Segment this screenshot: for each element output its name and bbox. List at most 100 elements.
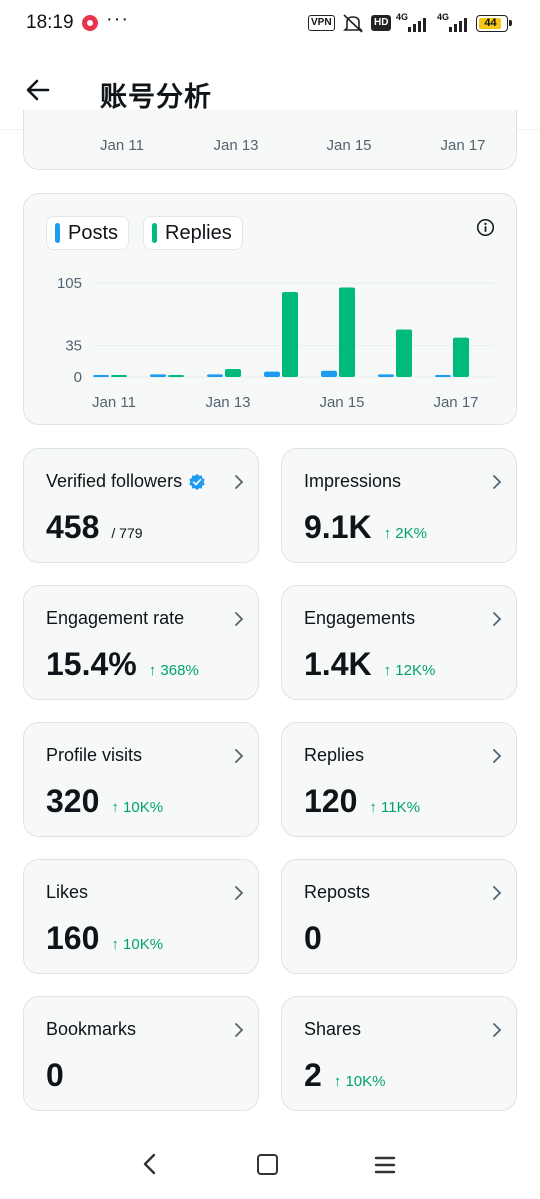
nav-back-icon[interactable]: [140, 1152, 160, 1176]
stat-value: 0: [304, 920, 322, 957]
impressions-chart-card[interactable]: Jan 11 Jan 13 Jan 15 Jan 17: [23, 110, 517, 170]
page-title: 账号分析: [100, 82, 212, 112]
chevron-right-icon: [493, 475, 502, 489]
x-tick-label: Jan 15: [326, 137, 372, 154]
stat-value: 120 ↑ 11K%: [304, 783, 420, 820]
signal-strength-icon: 4G: [396, 12, 426, 34]
stat-card-impressions[interactable]: Impressions 9.1K ↑ 2K%: [281, 448, 517, 563]
bar-replies: [225, 368, 241, 377]
stat-label: Replies: [304, 745, 365, 765]
stat-value-number: 458: [46, 509, 100, 545]
stat-label: Likes: [46, 882, 89, 902]
bar-replies: [453, 337, 469, 377]
posts-replies-bar-chart: 0 35 105 Jan 11 Jan 13 Jan 15 Jan 17: [57, 275, 494, 411]
vpn-icon: VPN: [308, 15, 335, 31]
legend-replies[interactable]: Replies: [143, 216, 243, 250]
stat-card-engagements[interactable]: Engagements 1.4K ↑ 12K%: [281, 585, 517, 700]
chevron-right-icon: [235, 612, 244, 626]
chevron-right-icon: [235, 749, 244, 763]
legend-posts[interactable]: Posts: [46, 216, 130, 250]
status-bar: 18:19 ··· VPN HD 4G 4G 44: [0, 0, 540, 48]
stat-label: Engagements: [304, 608, 416, 628]
stat-label: Verified followers: [46, 471, 206, 492]
bar-posts: [378, 374, 394, 377]
stat-value: 0: [46, 1057, 64, 1094]
x-tick-label: Jan 15: [319, 394, 364, 411]
more-notifications-icon: ···: [106, 8, 129, 30]
network-type-label-2: 4G: [437, 12, 450, 22]
bar-posts: [207, 374, 223, 377]
nav-menu-icon[interactable]: [374, 1155, 396, 1175]
bar-posts: [93, 375, 109, 377]
stat-label: Profile visits: [46, 745, 143, 765]
bar-posts: [150, 374, 166, 377]
notification-app-icon: [82, 15, 98, 31]
chevron-right-icon: [493, 749, 502, 763]
stat-value-number: 9.1K: [304, 509, 372, 545]
stat-value-number: 15.4%: [46, 646, 137, 682]
stat-total: / 779: [111, 525, 143, 541]
stat-label: Engagement rate: [46, 608, 185, 628]
stat-value-number: 2: [304, 1057, 322, 1093]
bar-replies: [282, 291, 298, 377]
stat-value: 2 ↑ 10K%: [304, 1057, 386, 1094]
stat-change: ↑ 10K%: [111, 936, 164, 953]
x-tick-label: Jan 17: [433, 394, 478, 411]
bar-replies: [396, 329, 412, 377]
stat-value: 15.4% ↑ 368%: [46, 646, 199, 683]
bar-posts: [321, 370, 337, 377]
stat-label-text: Verified followers: [46, 471, 183, 491]
stat-value-number: 0: [46, 1057, 64, 1093]
stat-value-number: 1.4K: [304, 646, 372, 682]
verified-badge-icon: [189, 473, 205, 490]
bar-replies: [339, 287, 355, 377]
stat-value: 320 ↑ 10K%: [46, 783, 163, 820]
stat-label: Reposts: [304, 882, 371, 902]
stat-change: ↑ 368%: [148, 662, 199, 679]
legend-swatch-replies: [152, 223, 157, 243]
stat-change: ↑ 12K%: [383, 662, 436, 679]
stat-change: ↑ 11K%: [369, 799, 420, 816]
y-tick-label: 0: [74, 369, 82, 386]
chevron-right-icon: [493, 886, 502, 900]
stat-card-profile-visits[interactable]: Profile visits 320 ↑ 10K%: [23, 722, 259, 837]
bar-replies: [168, 375, 184, 377]
y-tick-label: 35: [65, 338, 82, 355]
legend-label-posts: Posts: [68, 221, 119, 244]
stat-card-reposts[interactable]: Reposts 0: [281, 859, 517, 974]
bar-replies: [111, 375, 127, 377]
bar-posts: [264, 371, 280, 377]
chevron-right-icon: [235, 886, 244, 900]
y-tick-label: 105: [57, 275, 82, 292]
stat-value-number: 320: [46, 783, 100, 819]
stat-label: Bookmarks: [46, 1019, 137, 1039]
stat-card-bookmarks[interactable]: Bookmarks 0: [23, 996, 259, 1111]
status-time: 18:19: [26, 12, 74, 33]
legend-label-replies: Replies: [165, 221, 232, 244]
stat-value-number: 120: [304, 783, 358, 819]
stat-card-likes[interactable]: Likes 160 ↑ 10K%: [23, 859, 259, 974]
info-icon[interactable]: [476, 218, 495, 237]
back-arrow-icon[interactable]: [22, 74, 54, 106]
x-tick-label: Jan 13: [213, 137, 259, 154]
legend-swatch-posts: [55, 223, 60, 243]
chevron-right-icon: [235, 475, 244, 489]
mute-bell-icon: [343, 14, 363, 33]
stat-card-verified-followers[interactable]: Verified followers 458 / 779: [23, 448, 259, 563]
stat-value-number: 160: [46, 920, 100, 956]
stat-card-shares[interactable]: Shares 2 ↑ 10K%: [281, 996, 517, 1111]
network-type-label: 4G: [396, 12, 409, 22]
stat-value: 458 / 779: [46, 509, 143, 546]
posts-replies-chart-card: Posts Replies 0 35 105 Jan 11 Jan 13 Jan 15 Ja…: [23, 193, 517, 425]
x-tick-label: Jan 17: [440, 137, 486, 154]
stat-value: 1.4K ↑ 12K%: [304, 646, 435, 683]
nav-home-icon[interactable]: [257, 1154, 278, 1175]
stat-card-engagement-rate[interactable]: Engagement rate 15.4% ↑ 368%: [23, 585, 259, 700]
stat-change: ↑ 10K%: [333, 1073, 386, 1090]
chevron-right-icon: [235, 1023, 244, 1037]
stat-change: ↑ 10K%: [111, 799, 164, 816]
stat-value: 160 ↑ 10K%: [46, 920, 163, 957]
stat-value-number: 0: [304, 920, 322, 956]
stat-card-replies[interactable]: Replies 120 ↑ 11K%: [281, 722, 517, 837]
bar-posts: [435, 375, 451, 377]
